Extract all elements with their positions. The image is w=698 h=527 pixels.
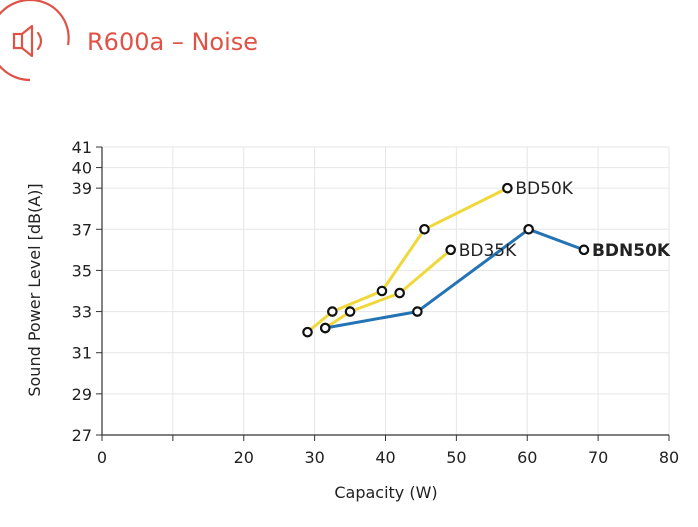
series-line-bdn50k [323,227,586,330]
data-point-bd35k [394,287,405,299]
data-point-bdn50k [412,306,423,317]
data-point-bdn50k [523,223,534,235]
grid [102,146,670,435]
series-label-bd50k: BD50K [515,179,573,199]
page-title: R600a – Noise [87,28,259,56]
x-tick-label: 30 [304,448,324,467]
x-axis-title: Capacity (W) [334,483,437,502]
data-point-bd50k [419,223,430,235]
speaker-icon [0,0,70,82]
y-tick-label: 41 [72,138,92,157]
axes [96,146,670,441]
series-line-bd35k [323,248,453,330]
x-tick-label: 50 [446,448,466,467]
series-label-bd35k: BD35K [459,241,517,261]
x-tick-label: 80 [659,448,679,467]
y-tick-label: 33 [72,303,92,322]
y-tick-label: 37 [72,220,92,239]
data-point-bd35k [445,244,457,256]
data-point-bd35k [344,306,356,317]
y-tick-label: 39 [72,179,92,198]
data-point-bdn50k [578,244,590,256]
y-axis-title: Sound Power Level [dB(A)] [25,183,44,396]
x-tick-label: 0 [97,448,107,467]
x-tick-label: 70 [588,448,608,467]
x-tick-label: 20 [234,448,254,467]
series: BD50K BD35K BDN50K [302,179,671,338]
data-point-bd50k [376,285,388,297]
data-point-bd50k [327,306,338,317]
y-tick-label: 40 [72,159,92,178]
y-tick-label: 29 [72,385,92,404]
y-tick-label: 27 [72,426,92,445]
y-tick-label: 35 [72,261,92,280]
data-point-bdn50k [319,322,331,334]
y-tick-label: 31 [72,344,92,363]
data-point-bd50k [502,182,513,194]
data-point-bd50k [302,326,313,338]
series-label-bdn50k: BDN50K [592,241,671,261]
x-tick-label: 40 [375,448,395,467]
x-tick-label: 60 [517,448,537,467]
